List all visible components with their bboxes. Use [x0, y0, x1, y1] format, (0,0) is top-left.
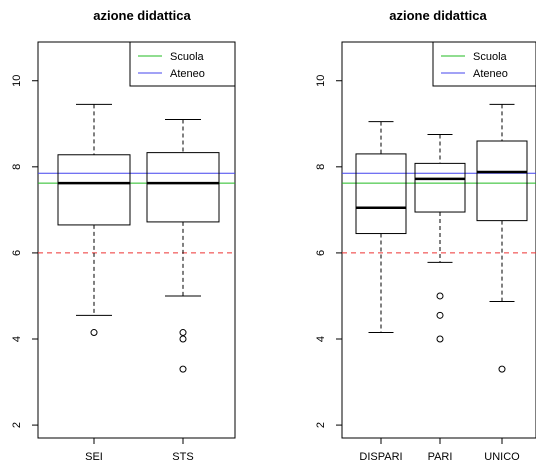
outlier-point — [498, 365, 506, 373]
y-tick-label: 8 — [315, 164, 327, 170]
legend-label-scuola: Scuola — [473, 51, 508, 63]
outlier-point — [436, 292, 444, 300]
plot-frame — [341, 41, 536, 439]
legend-label-scuola: Scuola — [170, 51, 205, 63]
box-sei — [57, 103, 131, 337]
outlier-point — [436, 335, 444, 343]
y-tick-label: 2 — [11, 422, 23, 428]
x-tick-label: SEI — [85, 451, 103, 463]
x-tick-label: UNICO — [484, 451, 520, 463]
box-unico — [476, 103, 528, 373]
box-iqr — [57, 154, 131, 226]
legend-box — [432, 41, 536, 87]
box-iqr — [355, 153, 407, 235]
panel-2: azione didattica 2 4 6 8 10 DISPARI PARI UNICO Sc… — [315, 8, 536, 463]
box-iqr — [146, 152, 220, 223]
box-dispari — [355, 121, 407, 334]
y-tick-label: 6 — [315, 250, 327, 256]
y-tick-label: 6 — [11, 250, 23, 256]
outlier-point — [179, 329, 187, 337]
plot-frame — [37, 41, 236, 439]
legend-label-ateneo: Ateneo — [473, 68, 508, 80]
outlier-point — [179, 365, 187, 373]
x-tick-label: PARI — [428, 451, 453, 463]
outlier-point — [436, 311, 444, 319]
y-tick-label: 4 — [11, 336, 23, 342]
chart-title: azione didattica — [389, 8, 487, 23]
y-tick-label: 2 — [315, 422, 327, 428]
y-tick-label: 10 — [315, 75, 327, 87]
box-pari — [414, 134, 466, 343]
box-sts — [146, 118, 220, 373]
panel-1: azione didattica 2 4 6 8 10 SEI STS Scuola Ateneo — [11, 8, 236, 463]
outlier-point — [179, 335, 187, 343]
legend-label-ateneo: Ateneo — [170, 68, 205, 80]
y-tick-label: 10 — [11, 75, 23, 87]
y-tick-label: 4 — [315, 336, 327, 342]
box-iqr — [414, 162, 466, 213]
outlier-point — [90, 329, 98, 337]
box-iqr — [476, 140, 528, 222]
y-tick-label: 8 — [11, 164, 23, 170]
x-tick-label: STS — [172, 451, 193, 463]
x-tick-label: DISPARI — [359, 451, 402, 463]
chart-title: azione didattica — [93, 8, 191, 23]
legend-box — [129, 41, 236, 87]
